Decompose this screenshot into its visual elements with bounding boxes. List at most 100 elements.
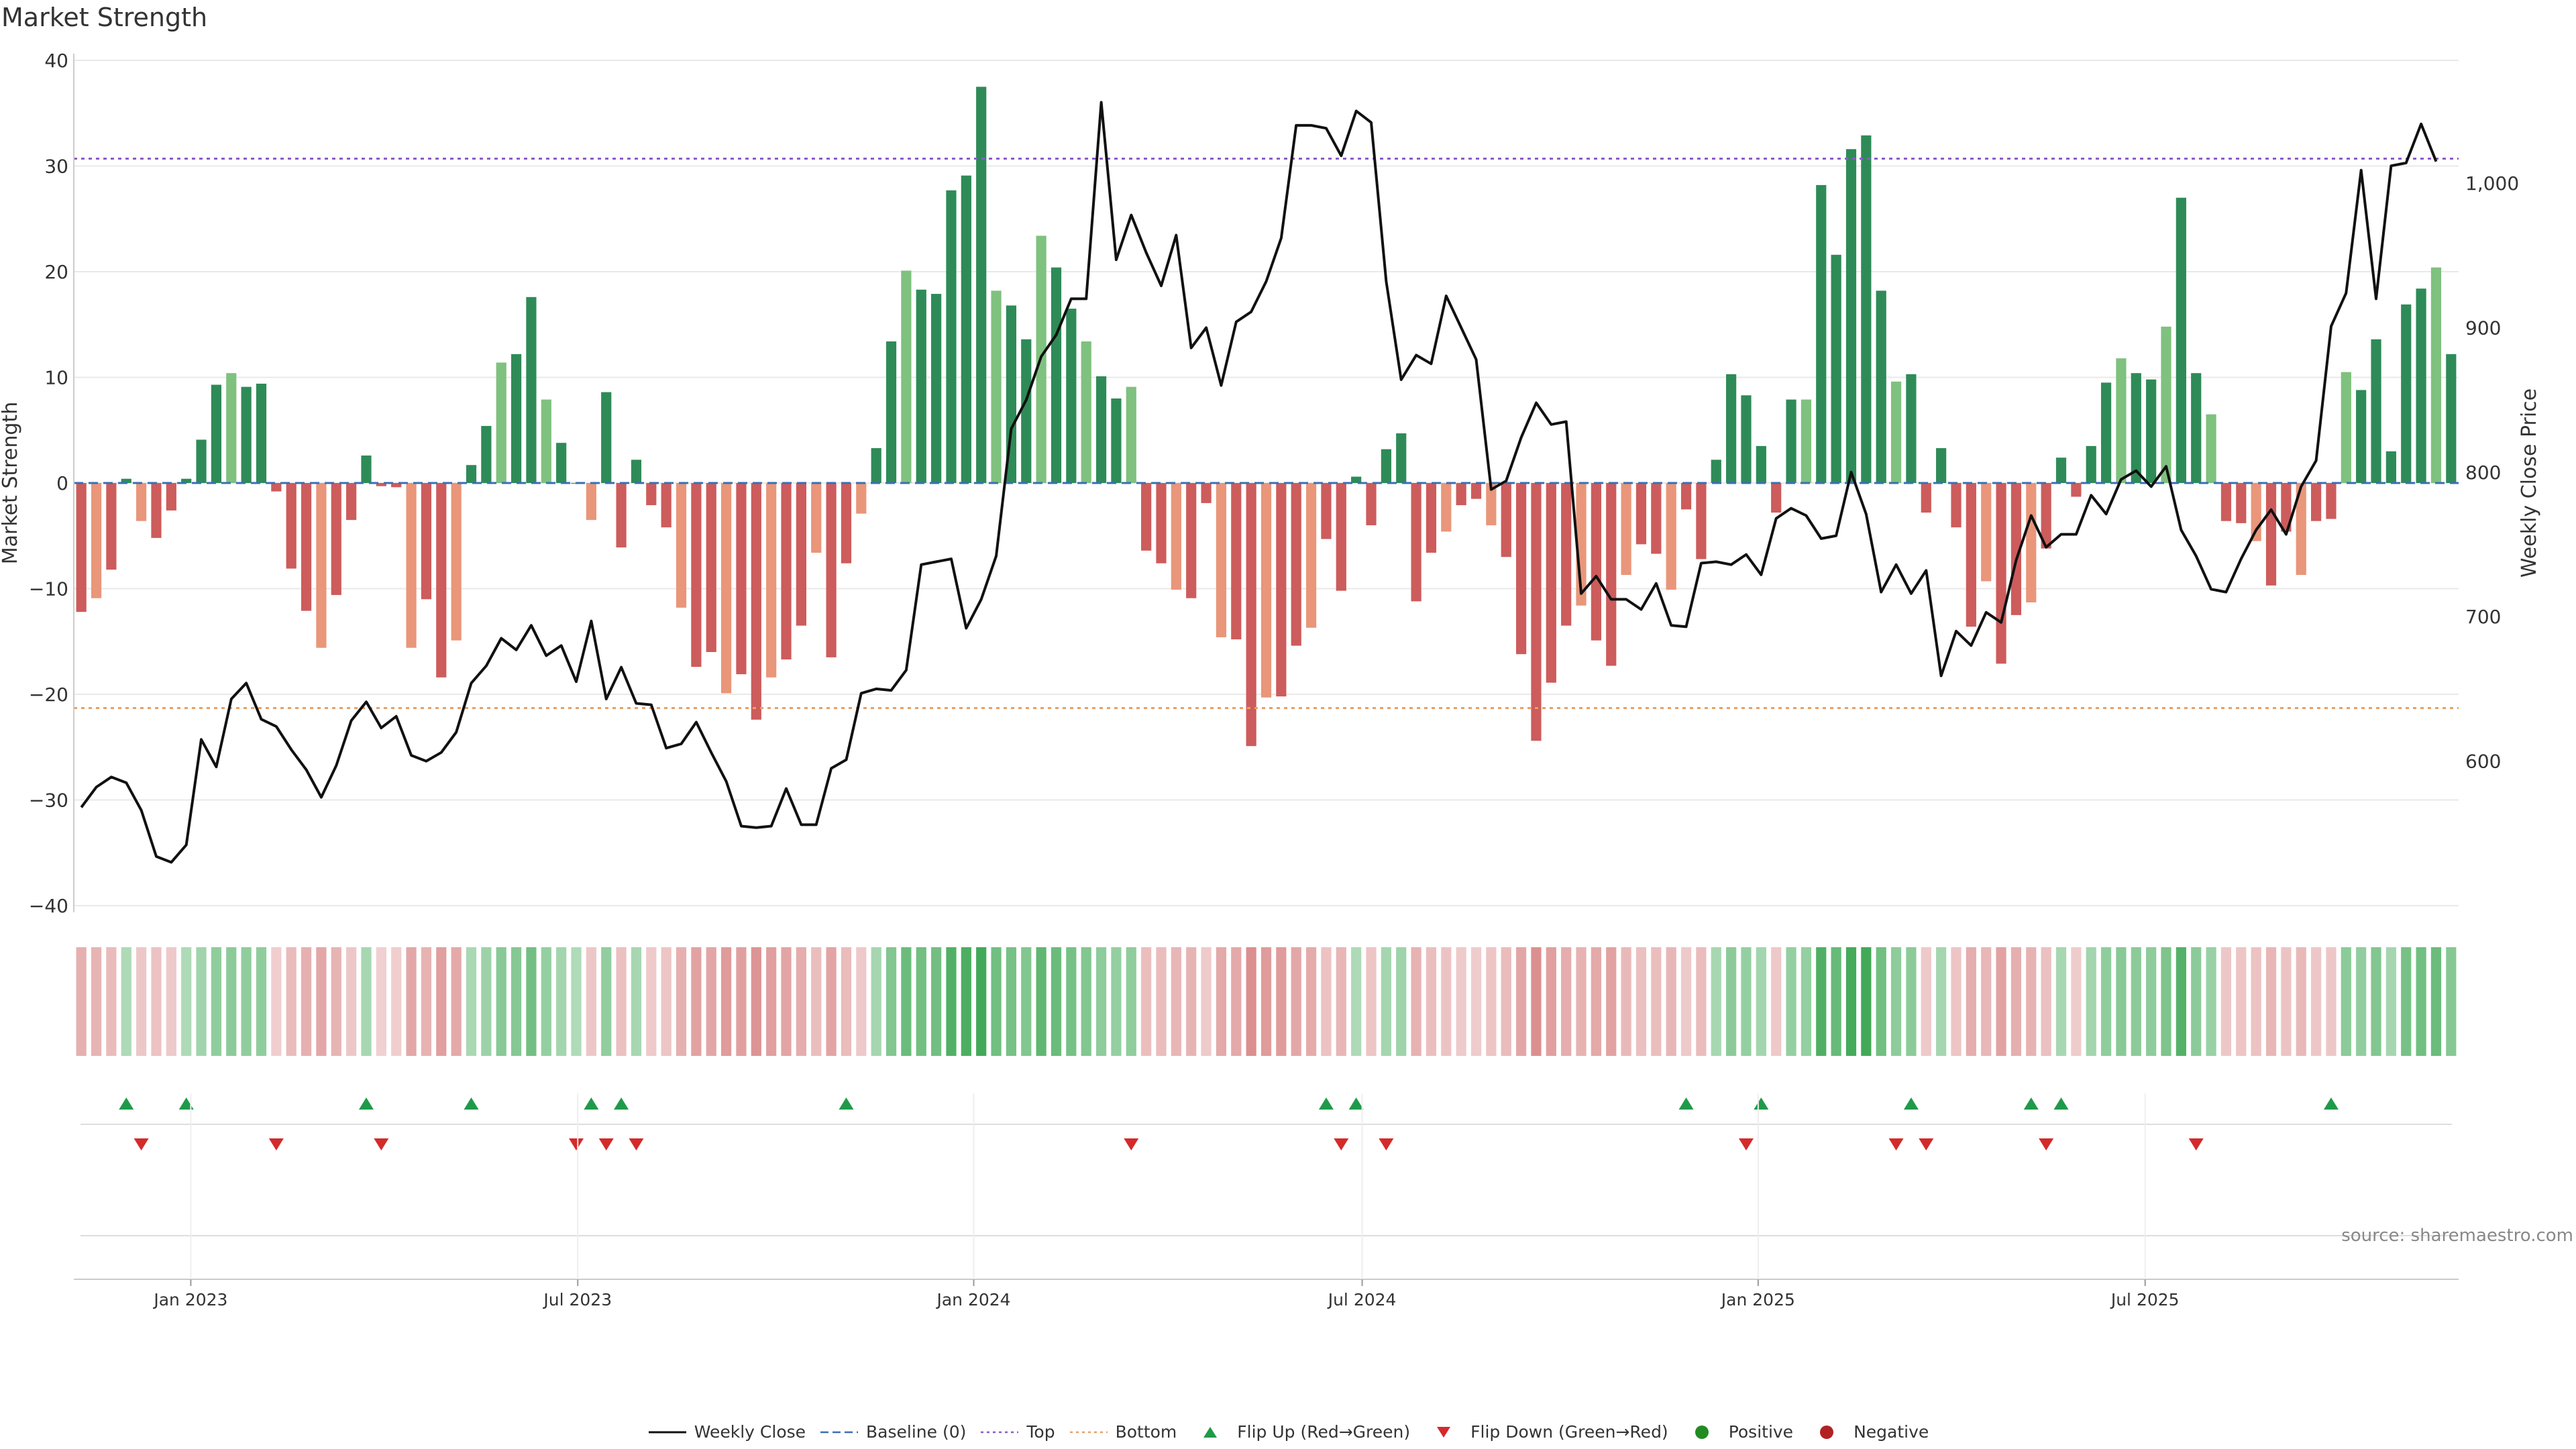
legend-swatch (648, 1431, 686, 1433)
legend-swatch (820, 1431, 859, 1433)
heat-cell (2416, 947, 2426, 1056)
triangle-down-icon (1437, 1426, 1451, 1438)
strength-bar (496, 362, 506, 483)
heat-cell (151, 947, 162, 1056)
heat-cell (2176, 947, 2186, 1056)
heat-cell (466, 947, 477, 1056)
strength-bar (526, 297, 537, 483)
strength-bar (871, 448, 881, 483)
heat-cell (946, 947, 957, 1056)
strength-bar (961, 175, 971, 483)
x-tick-label: Jul 2023 (542, 1290, 612, 1309)
legend-item: Weekly Close (647, 1422, 806, 1442)
heat-cell (2131, 947, 2141, 1056)
heat-cell (751, 947, 761, 1056)
heat-cell (1890, 947, 1902, 1056)
y-tick-label-left: 30 (44, 156, 68, 178)
strength-bar (2055, 458, 2067, 483)
strength-bar (1680, 483, 1692, 510)
strength-bar (1081, 341, 1091, 483)
heat-cell (976, 947, 987, 1056)
strength-bar (1515, 483, 1527, 655)
strength-bar (1531, 483, 1542, 741)
flip-up-marker (2323, 1097, 2339, 1110)
y-tick-label-left: −20 (29, 684, 68, 706)
heat-cell (1756, 947, 1766, 1056)
strength-bar (916, 289, 926, 483)
y-axis-label-left: Market Strength (0, 402, 22, 564)
heat-cell (1861, 947, 1872, 1056)
y-axis-label-right: Weekly Close Price (2518, 388, 2541, 578)
heat-cell (826, 947, 837, 1056)
flip-down-marker (268, 1138, 284, 1150)
y-tick-label-left: −40 (29, 895, 68, 917)
strength-bar (2385, 451, 2396, 483)
heat-cell (2071, 947, 2082, 1056)
heat-cell (226, 947, 237, 1056)
strength-bar (166, 483, 176, 511)
strength-bar (271, 483, 282, 492)
heat-cell (316, 947, 327, 1056)
heat-cell (2281, 947, 2292, 1056)
strength-bar (2371, 339, 2381, 483)
strength-bar (2146, 379, 2157, 483)
heat-cell (586, 947, 596, 1056)
flip-up-marker (358, 1097, 374, 1110)
legend-swatch (1437, 1426, 1451, 1438)
strength-bar (121, 478, 131, 483)
heat-cell (1411, 947, 1421, 1056)
strength-bar (1861, 135, 1872, 483)
flip-up-marker (1754, 1097, 1769, 1110)
legend-swatch (1820, 1425, 1834, 1439)
strength-bar (556, 443, 567, 483)
strength-bar (436, 483, 447, 678)
strength-bar (2430, 267, 2442, 483)
strength-bar (421, 483, 432, 600)
heat-cell (541, 947, 551, 1056)
y-tick-label-right: 800 (2465, 462, 2501, 484)
strength-bar (1456, 483, 1466, 506)
strength-bar (1666, 483, 1676, 590)
strength-bar (1366, 483, 1377, 525)
legend-item: Flip Down (Green→Red) (1424, 1422, 1668, 1442)
heat-cell (301, 947, 312, 1056)
y-tick-label-left: −10 (29, 578, 68, 600)
legend-item: Top (979, 1422, 1055, 1442)
strength-bar (781, 483, 792, 660)
heat-cell (241, 947, 252, 1056)
strength-bar (1906, 374, 1917, 483)
heat-cell (1591, 947, 1601, 1056)
flip-up-marker (1348, 1097, 1364, 1110)
circle-icon (1820, 1425, 1834, 1439)
y-tick-label-right: 900 (2465, 317, 2501, 339)
strength-bar (826, 483, 837, 657)
heat-cell (361, 947, 372, 1056)
strength-bar (2100, 382, 2112, 483)
x-tick-label: Jul 2025 (2110, 1290, 2180, 1309)
heat-cell (1696, 947, 1707, 1056)
strength-bar (1396, 433, 1407, 483)
heat-cell (181, 947, 192, 1056)
strength-bar (1996, 483, 2006, 664)
strength-bar (2236, 483, 2247, 523)
y-tick-label-right: 600 (2465, 751, 2501, 773)
strength-bar (2356, 390, 2367, 483)
heat-cell (1816, 947, 1827, 1056)
heat-cell (646, 947, 657, 1056)
x-tick-label: Jul 2024 (1327, 1290, 1397, 1309)
heat-cell (1726, 947, 1737, 1056)
heat-cell (2236, 947, 2247, 1056)
heat-cell (1936, 947, 1947, 1056)
legend-item: Negative (1807, 1422, 1929, 1442)
strength-bar (1051, 267, 1062, 483)
heat-cell (916, 947, 926, 1056)
strength-bar (136, 483, 147, 521)
strength-bar (1801, 399, 1812, 483)
strength-bar (106, 483, 117, 570)
strength-bar (1411, 483, 1421, 602)
heat-cell (1635, 947, 1647, 1056)
heat-cell (2430, 947, 2442, 1056)
heat-cell (511, 947, 522, 1056)
strength-bar (2341, 372, 2351, 483)
heat-cell (211, 947, 222, 1056)
